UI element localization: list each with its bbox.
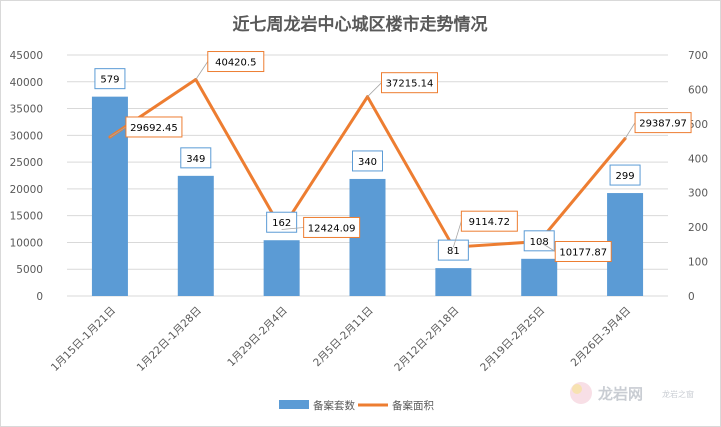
right-tick-label: 100	[688, 257, 708, 269]
bar	[91, 96, 128, 296]
line-label-box	[125, 116, 183, 138]
right-tick-label: 500	[688, 119, 708, 131]
left-tick-label: 5000	[16, 264, 43, 276]
left-tick-label: 20000	[10, 184, 43, 196]
right-tick-label: 400	[688, 153, 708, 165]
x-tick-label: 2月5日-2月11日	[311, 305, 375, 369]
right-tick-label: 600	[688, 84, 708, 96]
legend-line-label: 备案面积	[392, 399, 434, 412]
line-data-label: 40420.5	[215, 58, 256, 69]
line-data-label: 12424.09	[308, 223, 356, 234]
bar-data-label: 340	[358, 157, 377, 168]
legend-bar-label: 备案套数	[313, 399, 355, 412]
line-label-box	[381, 72, 438, 94]
line-label-box	[460, 210, 518, 232]
x-tick-label: 1月22日-1月28日	[135, 305, 204, 374]
bar-label-box	[609, 164, 641, 186]
line-data-labels: 29692.45 40420.5 12424.09 37215.14 9114.72 10…	[109, 51, 692, 262]
bar-label-box	[94, 68, 126, 90]
left-tick-label: 0	[36, 291, 43, 303]
bar-label-box	[180, 147, 212, 169]
left-tick-label: 35000	[10, 104, 43, 116]
legend-bar-swatch	[279, 400, 309, 409]
gridlines	[67, 54, 668, 297]
watermark-sub: 龙岩之窗	[662, 389, 694, 399]
legend: 备案套数 备案面积	[279, 399, 434, 412]
right-tick-label: 0	[688, 291, 695, 303]
x-tick-label: 1月15日-1月21日	[49, 305, 118, 374]
bar	[177, 175, 214, 296]
x-tick-label: 1月29日-2月4日	[225, 305, 289, 369]
line-data-label: 37215.14	[386, 79, 434, 90]
x-tick-label: 2月12日-2月18日	[392, 305, 461, 374]
bar-data-label: 349	[186, 154, 205, 165]
right-tick-label: 700	[688, 50, 708, 62]
left-tick-label: 45000	[10, 50, 43, 62]
bar-data-label: 299	[616, 171, 635, 182]
line-label-box	[634, 112, 692, 134]
line-label-box	[303, 216, 361, 238]
x-tick-label: 2月19日-2月25日	[478, 305, 547, 374]
bar-data-label: 162	[272, 218, 291, 229]
line-label-box	[207, 51, 265, 73]
bar-data-label: 108	[530, 237, 549, 248]
watermark-logo-dot-icon	[572, 384, 582, 394]
bar	[521, 258, 558, 296]
x-axis: 1月15日-1月21日 1月22日-1月28日 1月29日-2月4日 2月5日-2月1…	[49, 305, 633, 374]
right-tick-label: 200	[688, 222, 708, 234]
bar-data-label: 81	[447, 246, 460, 257]
bar	[263, 240, 300, 296]
bar-label-box	[352, 150, 383, 172]
line-data-label: 29692.45	[130, 123, 178, 134]
left-tick-label: 25000	[10, 157, 43, 169]
left-tick-label: 10000	[10, 237, 43, 249]
line-label-leader	[367, 82, 382, 97]
left-tick-label: 40000	[10, 77, 43, 89]
line-data-label: 10177.87	[559, 247, 607, 258]
bar	[607, 193, 644, 296]
right-tick-label: 300	[688, 188, 708, 200]
line-data-label: 9114.72	[469, 217, 510, 228]
line-label-leader	[452, 221, 462, 248]
line-label-leader	[195, 61, 209, 80]
left-tick-label: 15000	[10, 211, 43, 223]
watermark-text: 龙岩网	[597, 385, 643, 403]
left-y-axis: 0 5000 10000 15000 20000 25000 30000 35000 40000…	[10, 50, 43, 303]
bar-data-label: 579	[100, 75, 119, 86]
left-tick-label: 30000	[10, 130, 43, 142]
line-label-leader	[281, 227, 304, 230]
watermark: 龙岩网 龙岩之窗	[570, 382, 694, 404]
bar-label-box	[437, 239, 469, 261]
line-label-leader	[624, 122, 636, 139]
chart-title: 近七周龙岩中心城区楼市走势情况	[233, 14, 488, 35]
right-y-axis: 0 100 200 300 400 500 600 700	[688, 50, 708, 303]
line-label-box	[554, 240, 612, 262]
line-data-label: 29387.97	[639, 119, 687, 130]
bar-data-labels: 579 349 162 340 81 108 299	[94, 68, 641, 261]
bar	[435, 268, 472, 296]
watermark-logo-icon	[570, 382, 592, 404]
x-tick-label: 2月26日-3月4日	[569, 305, 633, 369]
bar-label-box	[266, 211, 298, 233]
line-label-leader	[109, 126, 127, 138]
line-label-leader	[539, 241, 556, 252]
